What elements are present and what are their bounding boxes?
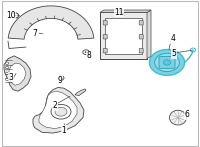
FancyBboxPatch shape — [139, 21, 143, 25]
Polygon shape — [75, 89, 86, 96]
Circle shape — [149, 50, 185, 75]
Polygon shape — [39, 91, 77, 129]
Circle shape — [5, 66, 9, 69]
Text: 2: 2 — [53, 101, 57, 110]
FancyBboxPatch shape — [103, 49, 107, 53]
Circle shape — [83, 50, 89, 55]
Text: 4: 4 — [171, 34, 175, 44]
FancyBboxPatch shape — [139, 49, 143, 53]
Circle shape — [14, 15, 16, 16]
FancyBboxPatch shape — [139, 35, 143, 39]
Polygon shape — [4, 56, 31, 91]
Circle shape — [55, 107, 67, 116]
Polygon shape — [105, 18, 142, 54]
Circle shape — [5, 62, 9, 64]
Text: 5: 5 — [172, 49, 176, 58]
Text: 6: 6 — [185, 110, 189, 119]
Polygon shape — [100, 12, 147, 59]
Circle shape — [51, 104, 71, 119]
Polygon shape — [8, 6, 94, 39]
Circle shape — [190, 48, 196, 52]
Polygon shape — [9, 63, 26, 85]
Text: 9: 9 — [58, 76, 62, 85]
Polygon shape — [100, 10, 151, 12]
Text: 3: 3 — [9, 73, 13, 82]
Circle shape — [58, 76, 64, 80]
Circle shape — [163, 60, 171, 65]
FancyBboxPatch shape — [2, 1, 198, 146]
Ellipse shape — [170, 110, 186, 125]
FancyBboxPatch shape — [103, 35, 107, 39]
Circle shape — [85, 51, 87, 53]
Circle shape — [155, 53, 179, 72]
Circle shape — [5, 72, 9, 75]
Circle shape — [11, 13, 19, 18]
Text: 8: 8 — [87, 51, 91, 60]
FancyBboxPatch shape — [159, 57, 175, 68]
Circle shape — [5, 78, 9, 81]
Circle shape — [60, 77, 62, 79]
Polygon shape — [33, 87, 84, 133]
Polygon shape — [147, 10, 151, 59]
FancyBboxPatch shape — [103, 21, 107, 25]
Text: 1: 1 — [62, 126, 66, 135]
Text: 10: 10 — [6, 11, 16, 20]
Text: 11: 11 — [114, 8, 124, 17]
Text: 7: 7 — [33, 29, 37, 38]
